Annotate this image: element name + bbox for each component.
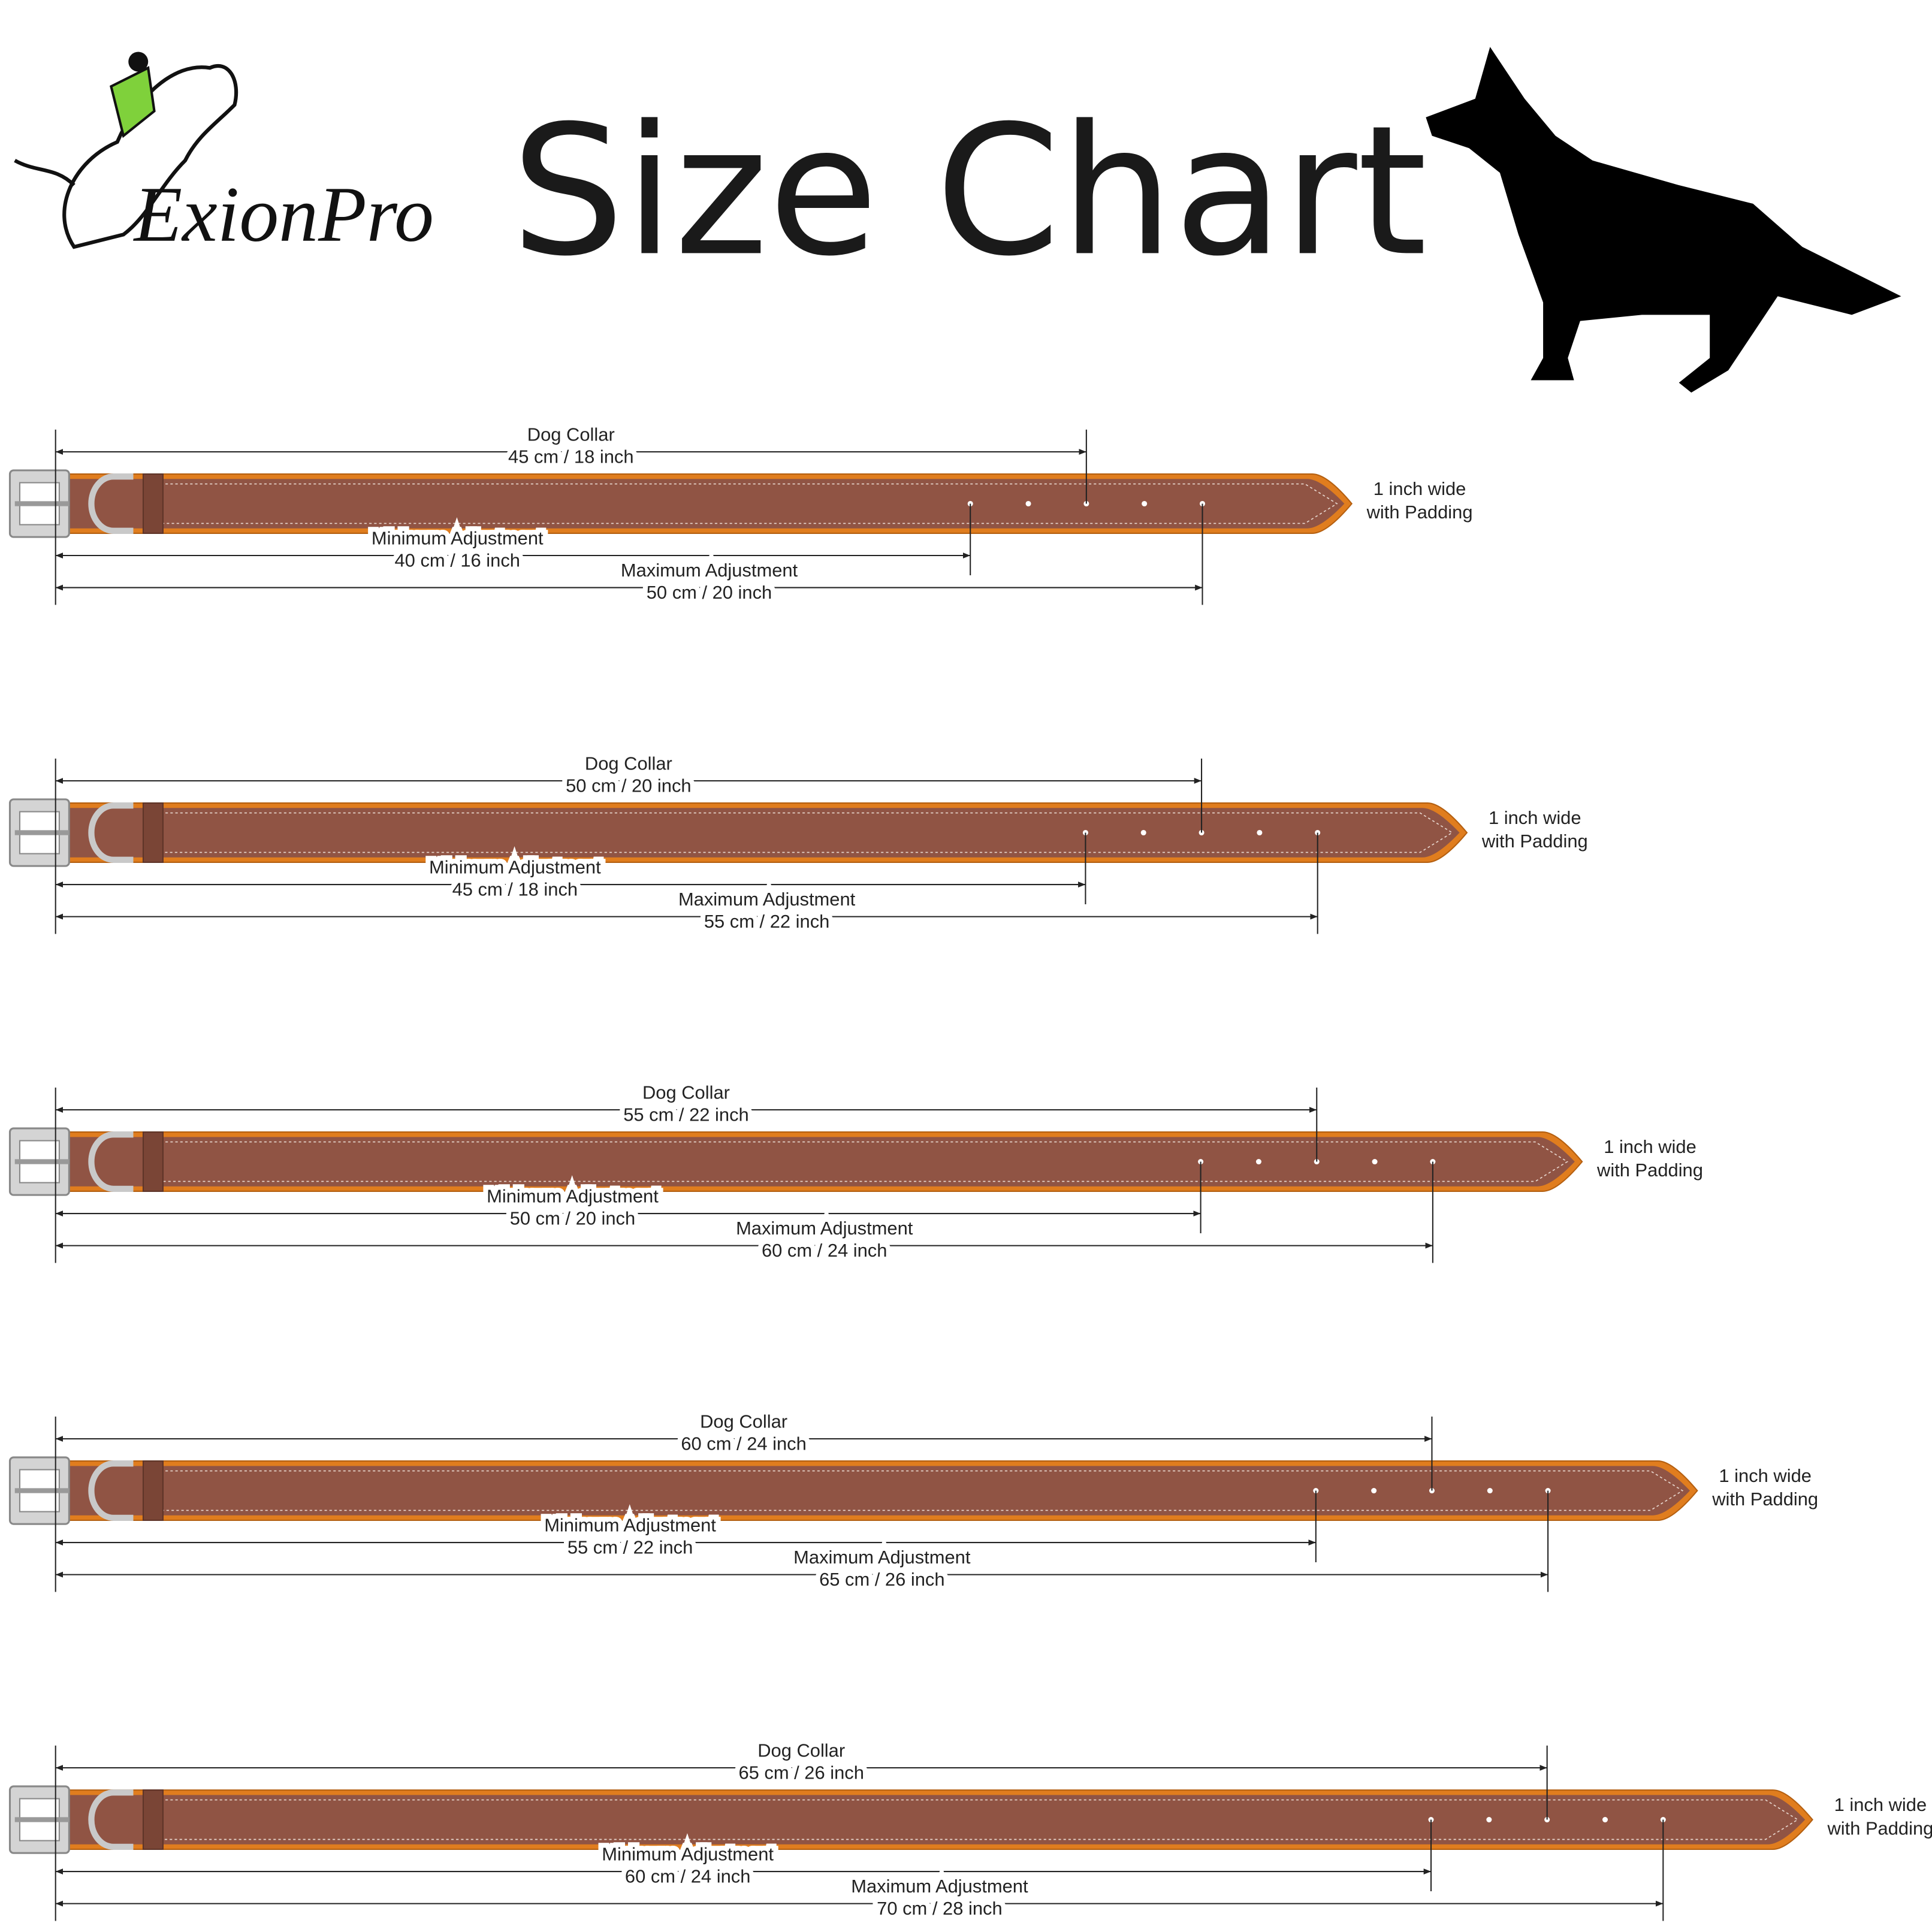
padding-note: with Padding xyxy=(1827,1818,1932,1839)
dimension-size: 45 cm / 18 inch xyxy=(452,879,578,900)
hole xyxy=(1430,1158,1436,1165)
dimension-label: Maximum Adjustment xyxy=(793,1547,971,1568)
dimension-size: 55 cm / 22 inch xyxy=(704,911,829,932)
hole xyxy=(967,500,973,507)
hole xyxy=(1602,1817,1608,1823)
dimension-label: Minimum Adjustment xyxy=(429,856,601,877)
strap xyxy=(69,479,1345,529)
dimension-size: 50 cm / 20 inch xyxy=(566,775,691,796)
hole xyxy=(1199,829,1205,836)
hole xyxy=(1486,1817,1492,1823)
dimension-label: Maximum Adjustment xyxy=(851,1876,1028,1897)
dimension-size: 60 cm / 24 inch xyxy=(762,1240,887,1261)
logo-text: ExionPro xyxy=(133,171,434,258)
hole xyxy=(1025,500,1031,507)
padding-note: with Padding xyxy=(1711,1489,1818,1510)
stitching xyxy=(160,1470,1684,1511)
dimension-size: 50 cm / 20 inch xyxy=(510,1208,635,1229)
hole xyxy=(1140,829,1146,836)
padding-note: with Padding xyxy=(1366,502,1473,523)
dimension-label: Dog Collar xyxy=(527,424,615,445)
dimension-label: Dog Collar xyxy=(585,753,672,774)
dimension-label: Dog Collar xyxy=(757,1740,845,1761)
keeper xyxy=(142,1131,164,1192)
strap xyxy=(69,1795,1806,1845)
hole xyxy=(1372,1158,1378,1165)
d-ring xyxy=(88,802,134,863)
hole xyxy=(1142,500,1148,507)
d-ring xyxy=(88,1460,134,1521)
hole xyxy=(1429,1487,1435,1494)
dimension-label: Dog Collar xyxy=(700,1411,787,1432)
dimension-label: Maximum Adjustment xyxy=(736,1218,913,1239)
strap xyxy=(69,1137,1575,1187)
dog-silhouette xyxy=(1426,47,1901,393)
dimension-label: Minimum Adjustment xyxy=(544,1515,716,1536)
stitching xyxy=(160,483,1338,524)
dimension-label: Minimum Adjustment xyxy=(602,1844,774,1865)
hole xyxy=(1487,1487,1493,1494)
width-note: 1 inch wide xyxy=(1834,1794,1927,1815)
dimension-size: 55 cm / 22 inch xyxy=(623,1104,748,1125)
strap xyxy=(69,808,1460,858)
d-ring xyxy=(88,1131,134,1192)
dimension-size: 65 cm / 26 inch xyxy=(738,1762,864,1783)
dimension-size: 50 cm / 20 inch xyxy=(647,582,772,603)
page-title: Size Chart xyxy=(511,87,1427,295)
d-ring xyxy=(88,1789,134,1851)
dimension-label: Maximum Adjustment xyxy=(678,889,856,910)
stitching xyxy=(160,812,1453,853)
dimension-size: 70 cm / 28 inch xyxy=(877,1898,1002,1919)
dimension-size: 45 cm / 18 inch xyxy=(508,446,633,467)
hole xyxy=(1257,829,1263,836)
keeper xyxy=(142,1460,164,1521)
logo: ExionPro xyxy=(14,52,434,258)
keeper xyxy=(142,802,164,863)
dimension-size: 55 cm / 22 inch xyxy=(567,1537,693,1558)
width-note: 1 inch wide xyxy=(1604,1136,1696,1157)
dimension-size: 40 cm / 16 inch xyxy=(395,550,520,571)
width-note: 1 inch wide xyxy=(1489,807,1581,828)
hole xyxy=(1199,500,1206,507)
dimension-size: 65 cm / 26 inch xyxy=(819,1569,944,1590)
width-note: 1 inch wide xyxy=(1373,478,1466,499)
d-ring xyxy=(88,473,134,534)
dimension-label: Maximum Adjustment xyxy=(621,560,798,581)
hole xyxy=(1198,1158,1204,1165)
stitching xyxy=(160,1141,1569,1182)
hole xyxy=(1255,1158,1261,1165)
dimension-label: Minimum Adjustment xyxy=(372,527,544,548)
keeper xyxy=(142,473,164,534)
dimension-size: 60 cm / 24 inch xyxy=(625,1866,750,1887)
dimension-size: 60 cm / 24 inch xyxy=(681,1433,806,1454)
strap xyxy=(69,1466,1691,1516)
hole xyxy=(1371,1487,1377,1494)
dimension-label: Minimum Adjustment xyxy=(487,1186,659,1207)
padding-note: with Padding xyxy=(1481,831,1588,852)
padding-note: with Padding xyxy=(1596,1160,1703,1181)
keeper xyxy=(142,1789,164,1851)
dimension-label: Dog Collar xyxy=(642,1082,730,1103)
width-note: 1 inch wide xyxy=(1719,1465,1812,1486)
